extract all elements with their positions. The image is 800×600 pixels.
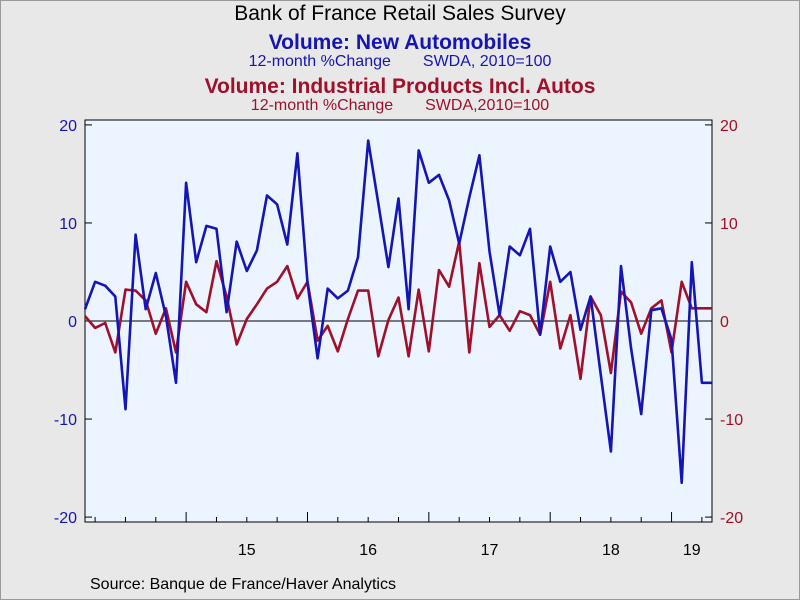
x-tick-label: 16 (359, 542, 377, 559)
series-2-subtitle: 12-month %Change SWDA,2010=100 (0, 97, 800, 115)
x-tick-label: 15 (238, 542, 256, 559)
series-2-subtitle-text: 12-month %Change (250, 97, 394, 114)
y-tick-label-right: 0 (720, 314, 729, 331)
y-tick-label-right: 20 (720, 118, 738, 135)
y-tick-label-right: -20 (720, 510, 743, 527)
series-line-industrial-products (84, 240, 712, 381)
y-tick-label-right: -10 (720, 412, 743, 429)
y-tick-label-left: -10 (54, 412, 77, 429)
series-line-new-automobiles (83, 139, 712, 485)
chart-title: Bank of France Retail Sales Survey (234, 2, 566, 25)
series-2-title: Volume: Industrial Products Incl. Autos (204, 75, 596, 98)
x-tick-label: 19 (683, 542, 701, 559)
series-1-subtitle: 12-month %Change SWDA, 2010=100 (0, 53, 800, 71)
series-1-note: SWDA, 2010=100 (422, 53, 552, 70)
y-tick-label-left: 20 (59, 118, 77, 135)
source-note: Source: Banque de France/Haver Analytics (90, 576, 396, 593)
y-tick-label-left: 10 (59, 216, 77, 233)
y-tick-label-left: 0 (68, 314, 77, 331)
series-2-note: SWDA,2010=100 (425, 97, 550, 114)
axis-ticks: 20 20 10 10 0 0 -10 -10 -20 -20 15 16 17 18 19 (54, 118, 743, 559)
y-tick-label-right: 10 (720, 216, 738, 233)
series-lines (83, 139, 712, 485)
series-1-subtitle-text: 12-month %Change (248, 53, 391, 70)
x-tick-label: 18 (602, 542, 620, 559)
y-tick-label-left: -20 (54, 510, 77, 527)
x-tick-label: 17 (481, 542, 499, 559)
series-1-title: Volume: New Automobiles (268, 31, 532, 54)
